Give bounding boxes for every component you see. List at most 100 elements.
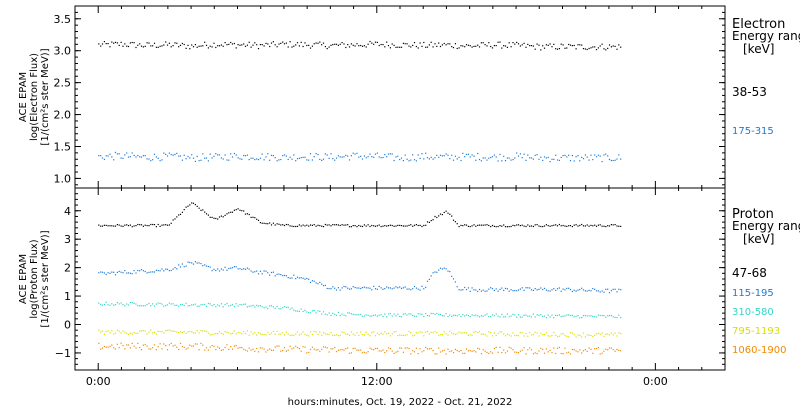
data-point-175-315	[135, 156, 137, 158]
data-point-115-195	[549, 290, 551, 292]
data-point-795-1193	[187, 331, 189, 333]
data-point-175-315	[161, 159, 163, 161]
data-point-795-1193	[540, 332, 542, 334]
data-point-38-53	[315, 42, 317, 44]
data-point-47-68	[313, 224, 315, 226]
data-point-115-195	[109, 272, 111, 274]
data-point-47-68	[514, 225, 516, 227]
data-point-175-315	[562, 155, 564, 157]
data-point-115-195	[265, 270, 267, 272]
data-point-310-580	[504, 316, 507, 318]
data-point-175-315	[137, 154, 139, 157]
data-point-115-195	[250, 270, 252, 272]
data-point-47-68	[488, 224, 490, 227]
data-point-47-68	[417, 224, 419, 227]
data-point-47-68	[618, 225, 620, 227]
data-point-115-195	[205, 265, 208, 267]
data-point-175-315	[237, 157, 239, 159]
data-point-795-1193	[614, 332, 616, 334]
data-point-795-1193	[525, 332, 527, 335]
data-point-38-53	[467, 44, 469, 46]
data-point-1060-1900	[402, 351, 404, 353]
data-point-47-68	[358, 224, 360, 227]
data-point-38-53	[257, 48, 260, 50]
data-point-175-315	[555, 154, 557, 156]
data-point-47-68	[575, 224, 577, 226]
data-point-47-68	[321, 225, 323, 227]
data-point-115-195	[185, 265, 187, 267]
data-point-310-580	[421, 313, 423, 315]
data-point-115-195	[282, 275, 284, 277]
data-point-115-195	[315, 282, 317, 284]
data-point-115-195	[178, 264, 180, 266]
data-point-115-195	[506, 288, 508, 290]
data-point-310-580	[573, 316, 575, 318]
data-point-310-580	[521, 316, 523, 318]
data-point-310-580	[389, 312, 391, 315]
electron-legend-subtitle: Energy range	[732, 29, 800, 43]
data-point-115-195	[179, 266, 182, 268]
data-point-175-315	[430, 156, 432, 158]
data-point-47-68	[564, 225, 566, 227]
data-point-115-195	[558, 287, 560, 289]
data-point-175-315	[304, 156, 306, 158]
data-point-1060-1900	[373, 349, 375, 351]
data-point-38-53	[231, 43, 234, 45]
data-point-175-315	[163, 152, 165, 154]
data-point-38-53	[506, 46, 508, 48]
data-point-115-195	[432, 272, 434, 274]
data-point-47-68	[356, 226, 358, 228]
data-point-115-195	[267, 272, 269, 274]
data-point-795-1193	[523, 335, 525, 337]
data-point-1060-1900	[553, 347, 555, 349]
data-point-115-195	[322, 285, 325, 287]
data-point-175-315	[447, 154, 449, 156]
data-point-1060-1900	[191, 345, 193, 347]
data-point-175-315	[480, 160, 482, 162]
data-point-795-1193	[402, 334, 404, 336]
data-point-310-580	[334, 313, 336, 315]
data-point-38-53	[540, 49, 542, 51]
data-point-115-195	[116, 271, 118, 273]
data-point-115-195	[287, 277, 289, 279]
data-point-1060-1900	[538, 350, 540, 352]
data-point-1060-1900	[187, 347, 189, 349]
data-point-795-1193	[475, 331, 477, 333]
data-point-795-1193	[274, 333, 276, 335]
data-point-47-68	[445, 210, 447, 212]
data-point-38-53	[200, 45, 202, 47]
data-point-1060-1900	[445, 353, 447, 355]
data-point-115-195	[534, 288, 536, 290]
data-point-175-315	[179, 155, 182, 157]
data-point-1060-1900	[618, 349, 620, 351]
data-point-175-315	[451, 154, 453, 156]
data-point-47-68	[603, 225, 605, 227]
data-point-115-195	[237, 268, 239, 270]
data-point-38-53	[373, 43, 375, 45]
data-point-310-580	[406, 314, 408, 316]
data-point-115-195	[384, 288, 386, 290]
data-point-310-580	[300, 308, 302, 310]
data-point-115-195	[397, 287, 399, 289]
data-point-115-195	[451, 275, 453, 277]
data-point-310-580	[458, 314, 460, 316]
data-point-115-195	[361, 287, 364, 289]
data-point-115-195	[406, 288, 408, 290]
data-point-1060-1900	[241, 347, 243, 349]
data-point-1060-1900	[465, 348, 468, 350]
data-point-1060-1900	[460, 350, 462, 352]
data-point-795-1193	[161, 331, 163, 333]
data-point-47-68	[256, 218, 258, 220]
data-point-795-1193	[607, 333, 609, 335]
data-point-115-195	[441, 268, 443, 270]
data-point-310-580	[397, 313, 399, 315]
data-point-1060-1900	[283, 347, 286, 349]
data-point-310-580	[590, 315, 592, 317]
data-point-115-195	[586, 290, 588, 292]
data-point-1060-1900	[144, 343, 146, 346]
data-point-310-580	[430, 312, 432, 315]
data-point-310-580	[166, 304, 169, 306]
data-point-38-53	[202, 45, 204, 47]
data-point-795-1193	[514, 334, 516, 337]
data-point-795-1193	[127, 333, 130, 335]
